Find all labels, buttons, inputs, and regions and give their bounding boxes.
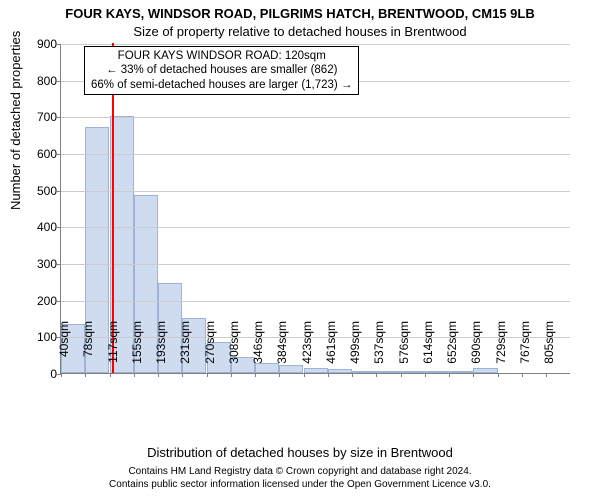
ytick-label: 500 xyxy=(17,184,61,198)
xtick-label: 614sqm xyxy=(421,321,435,381)
annotation-box: FOUR KAYS WINDSOR ROAD: 120sqm ← 33% of … xyxy=(84,46,359,95)
ytick-label: 800 xyxy=(17,74,61,88)
xtick-label: 537sqm xyxy=(372,321,386,381)
gridline xyxy=(61,301,570,302)
xtick-label: 193sqm xyxy=(154,321,168,381)
xtick-label: 346sqm xyxy=(251,321,265,381)
xtick-label: 729sqm xyxy=(494,321,508,381)
gridline xyxy=(61,264,570,265)
xtick-label: 384sqm xyxy=(275,321,289,381)
gridline xyxy=(61,117,570,118)
annotation-line-1: FOUR KAYS WINDSOR ROAD: 120sqm xyxy=(91,49,352,63)
ytick-label: 400 xyxy=(17,220,61,234)
xtick-label: 40sqm xyxy=(57,321,71,381)
xtick-label: 499sqm xyxy=(348,321,362,381)
ytick-label: 900 xyxy=(17,37,61,51)
footnote-line-1: Contains HM Land Registry data © Crown c… xyxy=(0,466,600,479)
chart-container: FOUR KAYS, WINDSOR ROAD, PILGRIMS HATCH,… xyxy=(0,0,600,500)
ytick-label: 200 xyxy=(17,294,61,308)
xtick-label: 117sqm xyxy=(106,321,120,381)
ytick-label: 600 xyxy=(17,147,61,161)
footnote: Contains HM Land Registry data © Crown c… xyxy=(0,466,600,491)
ytick-label: 0 xyxy=(17,367,61,381)
x-axis-label: Distribution of detached houses by size … xyxy=(0,445,600,460)
xtick-label: 576sqm xyxy=(397,321,411,381)
annotation-line-3: 66% of semi-detached houses are larger (… xyxy=(91,78,352,92)
chart-title: FOUR KAYS, WINDSOR ROAD, PILGRIMS HATCH,… xyxy=(0,6,600,21)
xtick-label: 652sqm xyxy=(445,321,459,381)
gridline xyxy=(61,227,570,228)
annotation-line-2: ← 33% of detached houses are smaller (86… xyxy=(91,63,352,77)
chart-subtitle: Size of property relative to detached ho… xyxy=(0,24,600,39)
xtick-label: 461sqm xyxy=(324,321,338,381)
footnote-line-2: Contains public sector information licen… xyxy=(0,479,600,492)
xtick-label: 690sqm xyxy=(469,321,483,381)
gridline xyxy=(61,154,570,155)
ytick-label: 100 xyxy=(17,330,61,344)
xtick-label: 423sqm xyxy=(300,321,314,381)
ytick-label: 700 xyxy=(17,110,61,124)
xtick-label: 805sqm xyxy=(542,321,556,381)
xtick-label: 308sqm xyxy=(227,321,241,381)
xtick-label: 78sqm xyxy=(81,321,95,381)
xtick-label: 155sqm xyxy=(130,321,144,381)
gridline xyxy=(61,191,570,192)
xtick-label: 270sqm xyxy=(203,321,217,381)
xtick-label: 767sqm xyxy=(518,321,532,381)
ytick-label: 300 xyxy=(17,257,61,271)
gridline xyxy=(61,44,570,45)
xtick-label: 231sqm xyxy=(178,321,192,381)
